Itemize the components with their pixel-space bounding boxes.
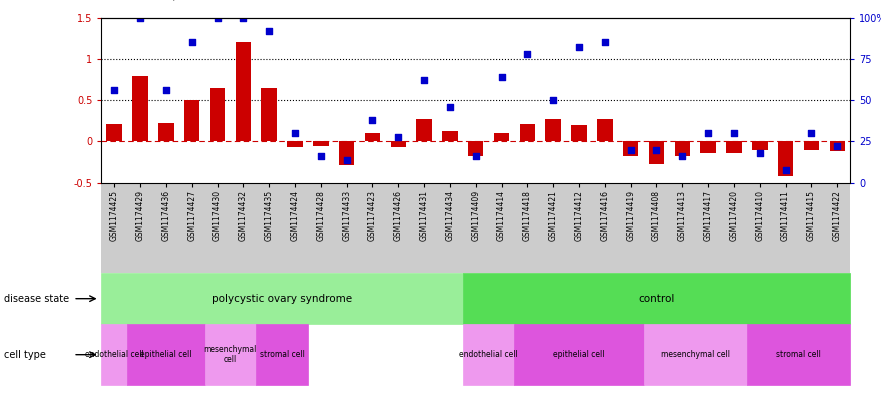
Bar xyxy=(726,141,742,153)
Point xyxy=(339,156,353,163)
Point xyxy=(494,74,508,80)
Text: cell type: cell type xyxy=(4,350,47,360)
Bar xyxy=(184,100,199,141)
Point xyxy=(263,28,277,34)
Bar xyxy=(468,141,484,156)
Bar xyxy=(545,119,561,141)
Point xyxy=(649,147,663,153)
Bar xyxy=(623,141,639,156)
Text: disease state: disease state xyxy=(4,294,70,304)
Bar xyxy=(442,131,457,141)
Bar xyxy=(417,119,432,141)
Point xyxy=(804,130,818,136)
Point xyxy=(701,130,715,136)
Bar xyxy=(339,141,354,165)
Bar xyxy=(778,141,794,176)
Text: mesenchymal
cell: mesenchymal cell xyxy=(204,345,257,364)
Point xyxy=(727,130,741,136)
Bar xyxy=(235,42,251,141)
Point xyxy=(236,15,250,21)
Bar xyxy=(158,123,174,141)
Point xyxy=(107,87,122,94)
Text: control: control xyxy=(639,294,675,304)
Point xyxy=(779,166,793,173)
Bar xyxy=(803,141,819,150)
Bar xyxy=(287,141,303,147)
Bar xyxy=(132,76,148,141)
Text: stromal cell: stromal cell xyxy=(776,350,821,359)
Bar xyxy=(700,141,716,153)
Text: epithelial cell: epithelial cell xyxy=(553,350,604,359)
Bar xyxy=(365,133,381,141)
Point xyxy=(572,44,586,51)
Point xyxy=(366,117,380,123)
Text: endothelial cell: endothelial cell xyxy=(459,350,518,359)
Bar xyxy=(107,124,122,141)
Point xyxy=(830,143,844,150)
Bar xyxy=(675,141,690,156)
Point xyxy=(211,15,225,21)
Text: endothelial cell: endothelial cell xyxy=(85,350,144,359)
Bar xyxy=(830,141,845,151)
Text: stromal cell: stromal cell xyxy=(260,350,305,359)
Point xyxy=(443,104,457,110)
Bar xyxy=(313,141,329,145)
Point xyxy=(598,39,612,46)
Bar xyxy=(520,124,535,141)
Point xyxy=(469,153,483,160)
Point xyxy=(288,130,302,136)
Point xyxy=(752,150,766,156)
Point xyxy=(521,51,535,57)
Text: epithelial cell: epithelial cell xyxy=(140,350,192,359)
Bar xyxy=(390,141,406,147)
Point xyxy=(675,153,689,160)
Point xyxy=(417,77,431,84)
Point xyxy=(624,147,638,153)
Bar xyxy=(597,119,612,141)
Point xyxy=(314,153,328,160)
Text: polycystic ovary syndrome: polycystic ovary syndrome xyxy=(212,294,352,304)
Bar xyxy=(648,141,664,164)
Bar xyxy=(571,125,587,141)
Bar xyxy=(210,88,226,141)
Point xyxy=(546,97,560,103)
Text: mesenchymal cell: mesenchymal cell xyxy=(661,350,729,359)
Point xyxy=(185,39,199,46)
Bar xyxy=(262,88,277,141)
Point xyxy=(391,133,405,140)
Point xyxy=(133,15,147,21)
Bar xyxy=(494,133,509,141)
Point xyxy=(159,87,173,94)
Text: GDS4987 / 8085797: GDS4987 / 8085797 xyxy=(110,0,237,2)
Bar xyxy=(752,141,767,150)
